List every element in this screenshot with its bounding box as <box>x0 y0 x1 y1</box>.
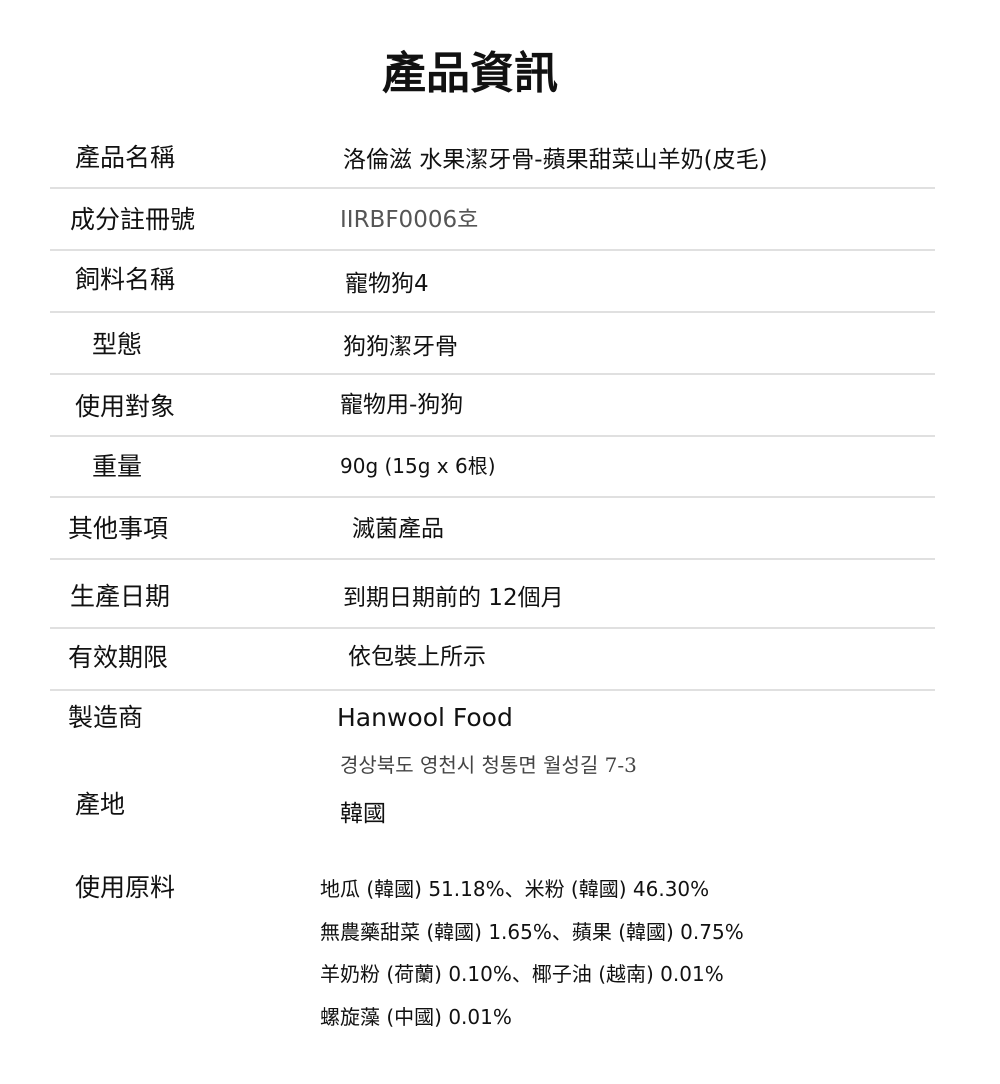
value-production-date: 到期日期前的 12個月 <box>343 585 564 611</box>
divider <box>50 496 935 498</box>
label-weight: 重量 <box>92 452 143 481</box>
page-title: 產品資訊 <box>382 48 558 99</box>
label-type: 型態 <box>92 330 143 359</box>
value-target: 寵物用-狗狗 <box>340 392 464 418</box>
value-other: 滅菌產品 <box>352 516 444 542</box>
ingredients-line: 羊奶粉 (荷蘭) 0.10%、椰子油 (越南) 0.01% <box>320 962 724 986</box>
divider <box>50 558 935 560</box>
value-weight: 90g (15g x 6根) <box>340 454 496 478</box>
label-feed-name: 飼料名稱 <box>75 265 176 294</box>
divider <box>50 689 935 691</box>
label-other: 其他事項 <box>68 514 169 543</box>
value-expiry: 依包裝上所示 <box>348 644 486 670</box>
divider <box>50 627 935 629</box>
divider <box>50 373 935 375</box>
value-origin: 韓國 <box>340 801 386 827</box>
ingredients-line: 螺旋藻 (中國) 0.01% <box>320 1005 512 1029</box>
value-registration-number: IIRBF0006호 <box>340 207 479 233</box>
label-target: 使用對象 <box>75 392 176 421</box>
value-type: 狗狗潔牙骨 <box>343 334 458 360</box>
value-manufacturer: Hanwool Food <box>337 703 513 732</box>
divider <box>50 435 935 437</box>
ingredients-line: 無農藥甜菜 (韓國) 1.65%、蘋果 (韓國) 0.75% <box>320 920 744 944</box>
divider <box>50 311 935 313</box>
label-origin: 產地 <box>75 790 126 819</box>
value-feed-name: 寵物狗4 <box>345 271 429 297</box>
ingredients-line: 地瓜 (韓國) 51.18%、米粉 (韓國) 46.30% <box>320 877 710 901</box>
value-product-name: 洛倫滋 水果潔牙骨-蘋果甜菜山羊奶(皮毛) <box>343 147 768 173</box>
label-registration-number: 成分註冊號 <box>70 205 196 234</box>
label-production-date: 生產日期 <box>70 582 171 611</box>
label-product-name: 產品名稱 <box>75 143 176 172</box>
label-manufacturer: 製造商 <box>68 703 144 732</box>
divider <box>50 187 935 189</box>
manufacturer-address: 경상북도 영천시 청통면 월성길 7-3 <box>340 753 637 777</box>
label-expiry: 有效期限 <box>68 643 169 672</box>
divider <box>50 249 935 251</box>
label-ingredients: 使用原料 <box>75 873 176 902</box>
